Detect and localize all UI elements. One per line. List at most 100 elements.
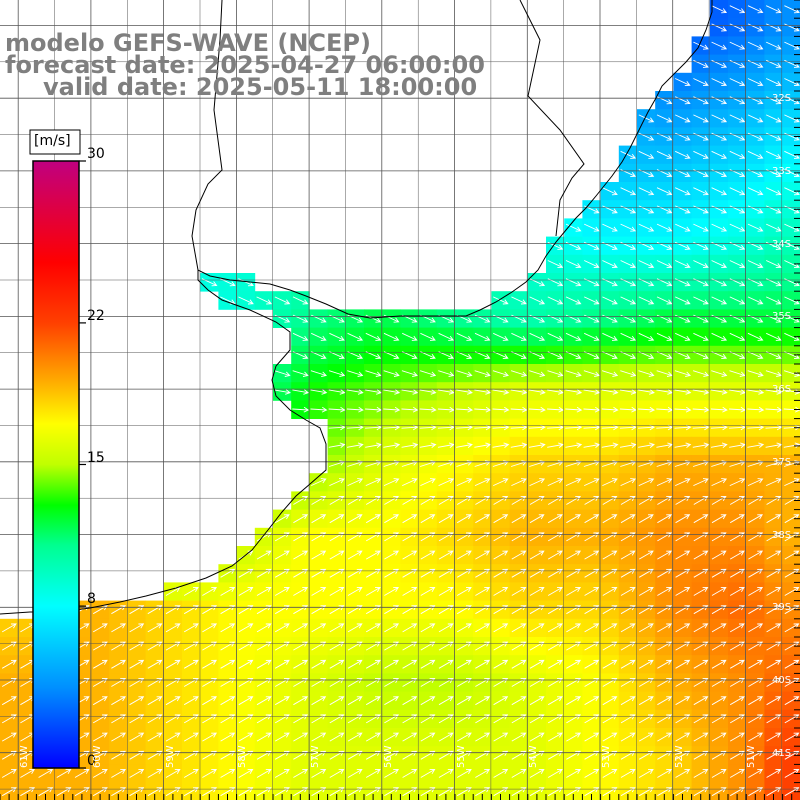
wind-arrow [620, 205, 637, 214]
wind-arrow [293, 696, 309, 706]
wind-arrow [402, 732, 418, 742]
wind-arrow [292, 389, 310, 395]
wind-arrow [638, 406, 656, 413]
wind-arrow [729, 332, 746, 341]
wind-arrow [657, 769, 673, 778]
wind-arrow [601, 442, 619, 448]
wind-arrow [565, 296, 582, 305]
wind-arrow [493, 659, 509, 669]
wind-arrow [347, 587, 363, 596]
wind-arrow [584, 732, 600, 742]
wind-arrow [493, 587, 509, 596]
wind-arrow [784, 59, 800, 68]
wind-arrow [729, 114, 746, 123]
wind-arrow [438, 623, 454, 633]
wind-arrow [766, 78, 782, 87]
wind-arrow [183, 696, 199, 706]
wind-arrow [766, 205, 782, 214]
wind-arrow [656, 389, 674, 395]
wind-arrow [748, 659, 764, 669]
wind-arrow [274, 696, 290, 706]
wind-arrow [365, 659, 381, 669]
wind-arrow [529, 478, 546, 487]
wind-arrow [784, 132, 800, 141]
wind-arrow [365, 496, 381, 505]
wind-arrow [711, 78, 728, 87]
wind-arrow [474, 442, 492, 448]
wind-arrow [347, 659, 363, 669]
wind-arrow [584, 260, 600, 269]
wind-arrow [565, 478, 582, 487]
wind-arrow [766, 587, 782, 596]
wind-arrow [256, 587, 272, 596]
wind-arrow [711, 205, 728, 214]
wind-arrow [293, 769, 309, 778]
wind-arrow [565, 389, 583, 395]
wind-arrow [420, 332, 436, 341]
wind-arrow [638, 389, 655, 395]
wind-arrow [165, 623, 181, 633]
wind-arrow [638, 114, 655, 123]
wind-arrow [510, 370, 528, 377]
wind-arrow [547, 424, 565, 431]
wind-arrow [656, 150, 673, 159]
wind-arrow [765, 406, 783, 413]
wind-arrow [766, 769, 782, 778]
wind-arrow [183, 623, 199, 633]
wind-arrow [328, 424, 346, 431]
wind-arrow [402, 623, 418, 633]
wind-arrow [766, 223, 782, 232]
wind-arrow [711, 114, 728, 123]
wind-arrow [710, 424, 728, 431]
wind-arrow [566, 732, 582, 742]
wind-arrow [584, 514, 600, 524]
wind-arrow [74, 769, 90, 778]
wind-arrow [329, 568, 345, 578]
wind-arrow [510, 406, 528, 413]
wind-arrow [620, 732, 636, 742]
wind-arrow [674, 442, 692, 448]
wind-arrow [365, 514, 381, 524]
wind-arrow [438, 478, 455, 487]
wind-arrow [766, 296, 782, 305]
wind-arrow [129, 659, 145, 669]
wind-arrow [602, 205, 618, 214]
wind-arrow [619, 442, 637, 448]
wind-arrow [1, 769, 17, 778]
wind-arrow [747, 150, 764, 159]
wind-arrow [293, 587, 309, 596]
wind-arrow [419, 442, 437, 448]
wind-arrow [528, 424, 546, 431]
wind-arrow [747, 41, 764, 50]
wind-arrow [311, 514, 327, 524]
wind-arrow [602, 696, 618, 706]
wind-arrow [256, 659, 272, 669]
wind-arrow [492, 406, 510, 413]
wind-arrow [311, 550, 327, 560]
wind-arrow [657, 696, 673, 706]
wind-arrow [675, 150, 691, 159]
wind-arrow [784, 332, 800, 341]
wind-arrow [456, 370, 473, 377]
wind-arrow [456, 424, 474, 431]
wind-arrow [437, 424, 455, 431]
wind-arrow [547, 514, 563, 524]
wind-arrow [475, 496, 491, 505]
wind-arrow [766, 478, 782, 487]
wind-arrow [474, 332, 491, 341]
wind-direction-arrows [1, 5, 800, 797]
wind-arrow [202, 769, 218, 778]
wind-arrow [675, 587, 691, 596]
wind-arrow [111, 769, 127, 778]
wind-arrow [456, 406, 474, 413]
wind-arrow [147, 732, 163, 742]
wind-arrow [547, 732, 563, 742]
wind-arrow [220, 732, 236, 742]
wind-arrow [511, 496, 527, 505]
wind-arrow [747, 424, 765, 431]
wind-arrow [784, 223, 800, 232]
wind-arrow [438, 769, 454, 778]
wind-arrow [329, 732, 345, 742]
wind-arrow [657, 550, 673, 560]
